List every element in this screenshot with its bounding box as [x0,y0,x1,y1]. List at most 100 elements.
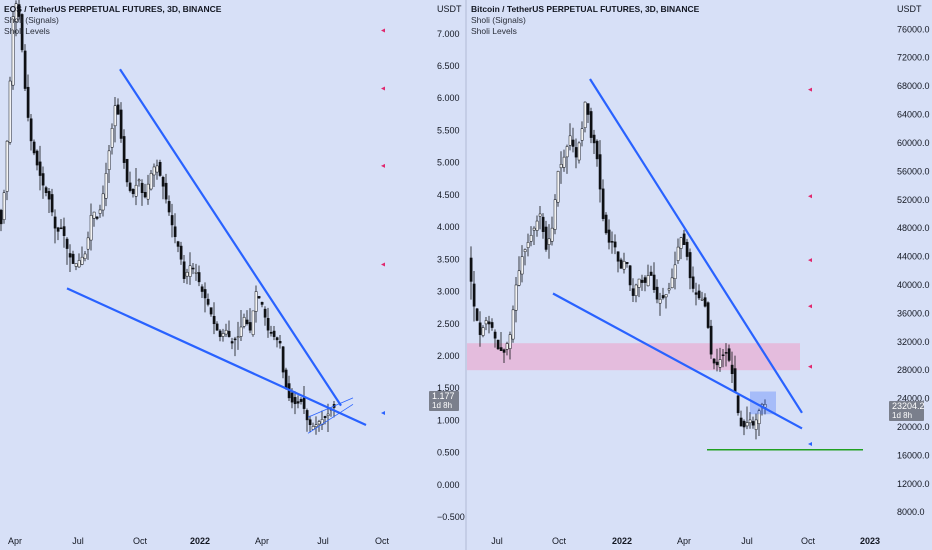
eos-chart-canvas[interactable]: USDT 7.000 6.500 6.000 5.500 5.000 4.500 4.000 3… [0,0,465,550]
btc-x-tick-5: Oct [801,536,816,546]
btc-candle-body [643,277,647,283]
btc-candle-body [658,298,662,304]
eos-indicator-levels[interactable]: Sholi Levels [4,26,50,36]
eos-candle-body [269,331,273,334]
btc-resistance-zone [467,343,800,371]
eos-y-tick-10: 2.000 [437,351,460,361]
eos-y-tick-2: 6.000 [437,93,460,103]
eos-candle-body [311,426,315,430]
eos-candle-body [101,193,105,211]
btc-candle-body [490,322,494,328]
btc-chart-panel[interactable]: USDT 76000.0 72000.0 68000.0 64000.0 60000.0 5… [467,0,932,550]
btc-y-tick-9: 40000.0 [897,280,930,290]
btc-entry-box [750,391,776,415]
eos-candle-body [194,271,198,274]
btc-y-tick-2: 68000.0 [897,81,930,91]
eos-candle-body [11,16,15,86]
eos-candle-body [17,4,21,17]
eos-candle-body [92,211,96,219]
btc-candle-body [748,419,752,424]
btc-candle-body [655,286,659,300]
eos-y-tick-6: 4.000 [437,222,460,232]
btc-candle-body [637,278,641,288]
btc-indicator-levels[interactable]: Sholi Levels [471,26,517,36]
eos-candle-body [176,241,180,247]
btc-candle-body [589,111,593,138]
eos-candle-body [89,215,93,241]
btc-candle-body [598,154,602,190]
btc-candle-body [487,321,491,325]
eos-chart-title[interactable]: EOS / TetherUS PERPETUAL FUTURES, 3D, BI… [4,4,222,14]
btc-indicator-signals[interactable]: Sholi (Signals) [471,15,526,25]
btc-candle-body [715,361,719,366]
btc-y-tick-10: 36000.0 [897,308,930,318]
btc-currency-label: USDT [897,4,922,14]
eos-candle-body [53,216,57,229]
btc-signal-marker-1 [808,194,812,199]
eos-candle-body [41,173,45,186]
btc-x-tick-6: 2023 [860,536,880,546]
btc-candle-body [694,292,698,295]
eos-candle-body [98,209,102,214]
eos-candle-body [29,118,33,142]
eos-candle-body [299,399,303,402]
btc-candle-body [478,322,482,335]
btc-countdown-label: 1d 8h [892,411,912,420]
btc-y-tick-16: 12000.0 [897,479,930,489]
eos-candle-body [119,109,123,139]
btc-candle-body [634,284,638,296]
btc-x-tick-1: Oct [552,536,567,546]
btc-y-tick-7: 48000.0 [897,223,930,233]
eos-candle-body [236,336,240,338]
btc-candle-body [547,238,551,245]
eos-candle-body [248,322,252,331]
eos-indicator-signals[interactable]: Sholi (Signals) [4,15,59,25]
btc-candle-body [664,294,668,298]
eos-level-marker [381,411,385,415]
eos-candle-body [131,189,135,195]
eos-candle-body [263,308,267,318]
eos-candle-body [32,141,36,154]
eos-candle-body [158,161,162,176]
eos-candle-body [86,237,90,250]
eos-candle-body [221,333,225,337]
eos-candle-body [116,104,120,115]
btc-candle-body [472,283,476,307]
btc-chart-canvas[interactable]: USDT 76000.0 72000.0 68000.0 64000.0 60000.0 5… [467,0,932,550]
eos-candle-body [107,150,111,170]
eos-candle-body [2,192,6,220]
eos-candle-body [134,184,138,197]
eos-candle-body [254,291,258,312]
btc-candle-body [688,252,692,279]
eos-y-tick-0: 7.000 [437,29,460,39]
eos-candle-body [77,260,81,268]
panel-divider[interactable] [465,0,467,550]
eos-candle-body [242,317,246,327]
btc-candle-body [646,275,650,287]
btc-candle-body [682,233,686,245]
eos-candle-body [317,421,321,425]
eos-candle-body [227,330,231,337]
btc-candle-body [673,264,677,279]
eos-chart-panel[interactable]: USDT 7.000 6.500 6.000 5.500 5.000 4.500 4.000 3… [0,0,465,550]
btc-candle-body [601,188,605,219]
eos-x-tick-3: 2022 [190,536,210,546]
btc-candle-body [727,348,731,361]
btc-candle-body [562,156,566,168]
btc-candle-body [604,214,608,234]
btc-candle-body [571,139,575,147]
eos-x-tick-1: Jul [72,536,84,546]
btc-candle-body [607,229,611,243]
eos-candle-body [326,413,330,416]
btc-chart-title[interactable]: Bitcoin / TetherUS PERPETUAL FUTURES, 3D… [471,4,700,14]
eos-chart-legend: EOS / TetherUS PERPETUAL FUTURES, 3D, BI… [4,4,221,37]
btc-candle-body [625,262,629,264]
eos-signal-marker-2 [381,163,385,168]
eos-candle-body [140,182,144,193]
eos-candle-body [323,416,327,419]
btc-candle-body [493,331,497,339]
btc-signal-marker-0 [808,87,812,92]
btc-candle-body [724,352,728,354]
btc-candle-body [586,103,590,115]
eos-candle-body [8,80,12,143]
